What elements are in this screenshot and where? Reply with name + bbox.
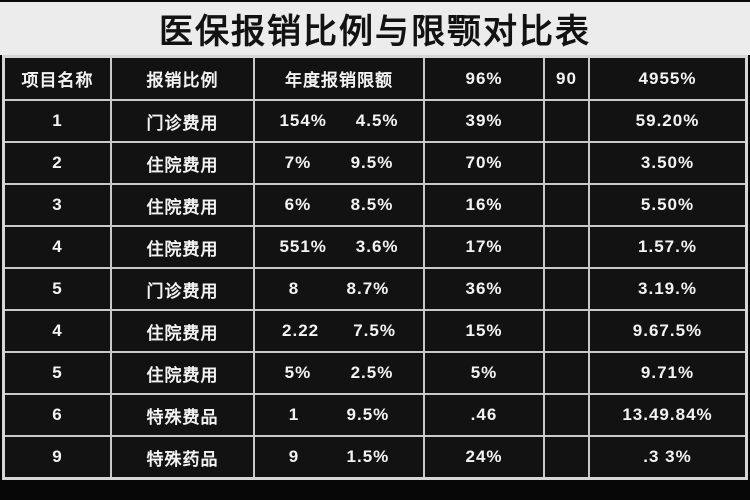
comparison-table: 项目名称 报销比例 年度报销限额 96% 90 4955% 1 门诊费用 154… xyxy=(2,55,748,480)
cell-limit-value-2: 2.5% xyxy=(350,363,394,382)
cell-limit-value-1: 551% xyxy=(279,237,327,256)
cell-item-no: 6 xyxy=(5,395,110,435)
cell-category: 住院费用 xyxy=(112,353,253,393)
header-cell-annual-limit: 年度报销限额 xyxy=(255,58,423,99)
cell-limit-value-1: 1 xyxy=(288,405,300,424)
cell-blank xyxy=(545,185,588,225)
cell-limit-value-1: 154% xyxy=(279,111,327,130)
cell-limit-value-2: 3.6% xyxy=(355,237,399,256)
cell-blank xyxy=(545,227,588,267)
cell-total: 59.20% xyxy=(590,101,745,141)
cell-blank xyxy=(545,269,588,309)
cell-annual-limit: 8 8.7% xyxy=(255,269,423,309)
cell-category: 门诊费用 xyxy=(112,101,253,141)
cell-rate: 16% xyxy=(425,185,543,225)
cell-item-no: 2 xyxy=(5,143,110,183)
cell-blank xyxy=(545,311,588,351)
table-grid: 项目名称 报销比例 年度报销限额 96% 90 4955% 1 门诊费用 154… xyxy=(2,55,748,480)
cell-rate: 17% xyxy=(425,227,543,267)
cell-category: 特殊药品 xyxy=(112,437,253,477)
cell-rate: 15% xyxy=(425,311,543,351)
header-cell-ratio: 报销比例 xyxy=(112,58,253,99)
cell-item-no: 9 xyxy=(5,437,110,477)
cell-limit-value-2: 8.5% xyxy=(350,195,394,214)
cell-annual-limit: 1 9.5% xyxy=(255,395,423,435)
cell-limit-value-1: 6% xyxy=(284,195,312,214)
cell-category: 住院费用 xyxy=(112,185,253,225)
cell-limit-value-2: 8.7% xyxy=(346,279,390,298)
cell-blank xyxy=(545,395,588,435)
cell-blank xyxy=(545,437,588,477)
cell-rate: 70% xyxy=(425,143,543,183)
cell-limit-value-2: 1.5% xyxy=(346,447,390,466)
bottom-strip xyxy=(0,480,750,498)
cell-annual-limit: 9 1.5% xyxy=(255,437,423,477)
cell-total: .3 3% xyxy=(590,437,745,477)
cell-category: 住院费用 xyxy=(112,311,253,351)
page-title: 医保报销比例与限颚对比表 xyxy=(159,13,591,51)
cell-rate: .46 xyxy=(425,395,543,435)
cell-total: 1.57.% xyxy=(590,227,745,267)
cell-blank xyxy=(545,353,588,393)
cell-total: 5.50% xyxy=(590,185,745,225)
cell-total: 3.19.% xyxy=(590,269,745,309)
header-cell-90: 90 xyxy=(545,58,588,99)
cell-item-no: 5 xyxy=(5,269,110,309)
cell-limit-value-2: 7.5% xyxy=(353,321,396,340)
cell-annual-limit: 6% 8.5% xyxy=(255,185,423,225)
cell-annual-limit: 551% 3.6% xyxy=(255,227,423,267)
cell-item-no: 4 xyxy=(5,311,110,351)
cell-item-no: 3 xyxy=(5,185,110,225)
cell-rate: 5% xyxy=(425,353,543,393)
cell-limit-value-1: 7% xyxy=(284,153,312,172)
cell-category: 住院费用 xyxy=(112,143,253,183)
cell-limit-value-2: 9.5% xyxy=(350,153,394,172)
cell-annual-limit: 7% 9.5% xyxy=(255,143,423,183)
cell-rate: 24% xyxy=(425,437,543,477)
cell-item-no: 1 xyxy=(5,101,110,141)
cell-total: 3.50% xyxy=(590,143,745,183)
cell-limit-value-2: 9.5% xyxy=(346,405,390,424)
cell-blank xyxy=(545,101,588,141)
cell-annual-limit: 2.22 7.5% xyxy=(255,311,423,351)
cell-rate: 39% xyxy=(425,101,543,141)
cell-category: 住院费用 xyxy=(112,227,253,267)
header-cell-item-name: 项目名称 xyxy=(5,58,110,99)
cell-total: 9.71% xyxy=(590,353,745,393)
cell-limit-value-1: 5% xyxy=(284,363,312,382)
cell-blank xyxy=(545,143,588,183)
cell-category: 门诊费用 xyxy=(112,269,253,309)
title-band: 医保报销比例与限颚对比表 xyxy=(0,0,750,55)
header-cell-4955pct: 4955% xyxy=(590,58,745,99)
header-cell-96pct: 96% xyxy=(425,58,543,99)
cell-category: 特殊费品 xyxy=(112,395,253,435)
cell-annual-limit: 154% 4.5% xyxy=(255,101,423,141)
cell-total: 9.67.5% xyxy=(590,311,745,351)
cell-total: 13.49.84% xyxy=(590,395,745,435)
cell-limit-value-2: 4.5% xyxy=(355,111,399,130)
cell-limit-value-1: 9 xyxy=(288,447,300,466)
cell-annual-limit: 5% 2.5% xyxy=(255,353,423,393)
cell-limit-value-1: 2.22 xyxy=(282,321,320,340)
cell-rate: 36% xyxy=(425,269,543,309)
cell-limit-value-1: 8 xyxy=(288,279,300,298)
cell-item-no: 4 xyxy=(5,227,110,267)
cell-item-no: 5 xyxy=(5,353,110,393)
